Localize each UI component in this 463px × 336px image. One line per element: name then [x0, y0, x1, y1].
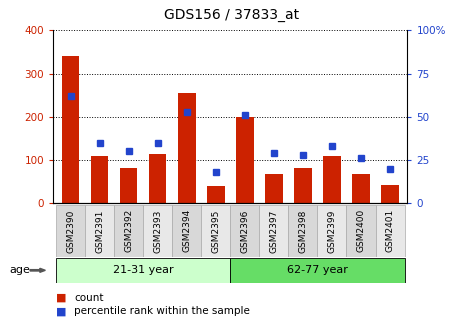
Bar: [294, 168, 312, 203]
Bar: [352, 174, 369, 203]
Bar: [178, 93, 195, 203]
Bar: [382, 185, 399, 203]
Text: GSM2390: GSM2390: [66, 209, 75, 252]
Bar: [265, 174, 282, 203]
Text: GSM2391: GSM2391: [95, 209, 104, 252]
Bar: [91, 156, 108, 203]
Bar: [201, 205, 231, 257]
Bar: [231, 258, 405, 283]
Text: age: age: [9, 265, 30, 275]
Text: 21-31 year: 21-31 year: [113, 265, 174, 275]
Bar: [288, 205, 318, 257]
Text: count: count: [74, 293, 104, 303]
Text: GSM2398: GSM2398: [299, 209, 307, 252]
Text: GSM2396: GSM2396: [240, 209, 250, 252]
Bar: [236, 117, 254, 203]
Bar: [143, 205, 172, 257]
Bar: [56, 205, 85, 257]
Text: percentile rank within the sample: percentile rank within the sample: [74, 306, 250, 317]
Bar: [149, 154, 167, 203]
Text: ■: ■: [56, 293, 66, 303]
Bar: [207, 186, 225, 203]
Text: GSM2400: GSM2400: [357, 209, 365, 252]
Text: GSM2394: GSM2394: [182, 209, 191, 252]
Bar: [318, 205, 346, 257]
Bar: [56, 258, 231, 283]
Text: ■: ■: [56, 306, 66, 317]
Text: GSM2399: GSM2399: [327, 209, 337, 252]
Text: GSM2392: GSM2392: [124, 209, 133, 252]
Bar: [85, 205, 114, 257]
Bar: [114, 205, 143, 257]
Bar: [120, 168, 138, 203]
Text: GSM2395: GSM2395: [211, 209, 220, 252]
Bar: [375, 205, 405, 257]
Text: GDS156 / 37833_at: GDS156 / 37833_at: [164, 8, 299, 23]
Text: 62-77 year: 62-77 year: [287, 265, 348, 275]
Bar: [231, 205, 259, 257]
Bar: [323, 156, 341, 203]
Bar: [346, 205, 375, 257]
Bar: [62, 56, 79, 203]
Bar: [259, 205, 288, 257]
Bar: [172, 205, 201, 257]
Text: GSM2393: GSM2393: [153, 209, 162, 252]
Text: GSM2401: GSM2401: [386, 209, 394, 252]
Text: GSM2397: GSM2397: [269, 209, 278, 252]
